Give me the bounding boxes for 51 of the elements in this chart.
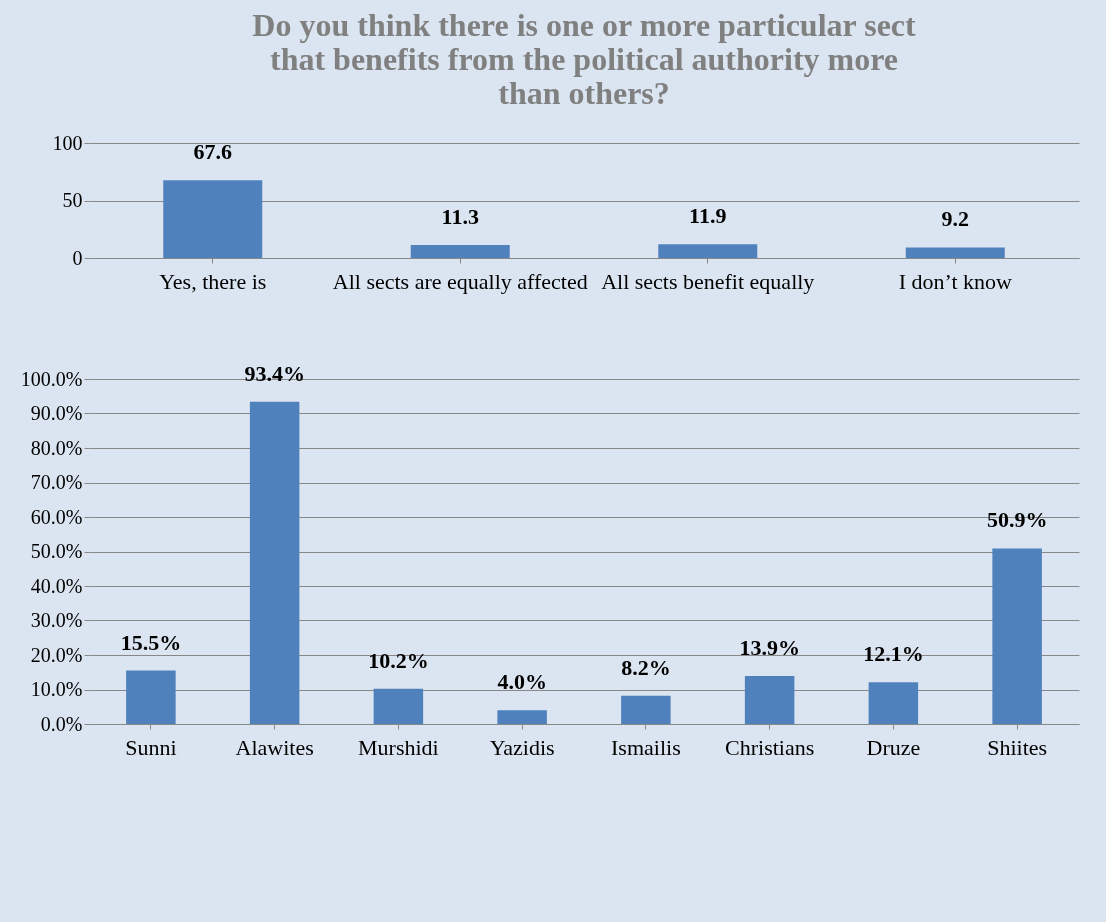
data-label: 10.2% xyxy=(368,647,429,673)
bar xyxy=(621,695,671,724)
data-label: 4.0% xyxy=(497,669,547,695)
x-tick-label: Yazidis xyxy=(489,734,555,760)
x-tick-label: Druze xyxy=(866,734,921,760)
bar xyxy=(373,688,424,724)
bar xyxy=(658,244,758,258)
data-label: 93.4% xyxy=(244,360,305,386)
x-tick-label: All sects are equally affected xyxy=(332,268,588,294)
bar xyxy=(905,247,1005,258)
x-tick-label: I don’t know xyxy=(898,268,1012,294)
y-tick-label: 90.0% xyxy=(30,402,83,424)
y-tick-label: 50 xyxy=(62,189,83,211)
bar xyxy=(163,180,263,258)
y-tick-label: 0 xyxy=(72,246,83,269)
bar xyxy=(744,676,795,724)
data-label: 13.9% xyxy=(739,635,800,661)
bar xyxy=(992,548,1042,724)
data-label: 11.9 xyxy=(689,203,727,229)
bar xyxy=(126,670,176,724)
y-tick-label: 10.0% xyxy=(30,678,83,700)
y-tick-label: 30.0% xyxy=(30,609,83,631)
y-tick-label: 100 xyxy=(52,131,83,154)
y-tick-label: 50.0% xyxy=(30,540,83,562)
x-tick-label: Shiites xyxy=(987,734,1048,760)
data-label: 11.3 xyxy=(441,204,479,230)
y-tick-label: 0.0% xyxy=(40,712,83,735)
chart-title: Do you think there is one or more particular sect that benefits from the political authority more than others? xyxy=(252,7,917,111)
x-tick-label: Christians xyxy=(725,734,815,760)
y-tick-label: 100.0% xyxy=(20,367,83,390)
bar xyxy=(868,682,919,724)
data-label: 67.6 xyxy=(193,139,232,165)
data-label: 12.1% xyxy=(863,641,924,667)
x-tick-label: All sects benefit equally xyxy=(601,268,815,294)
y-tick-label: 40.0% xyxy=(30,574,83,597)
x-tick-label: Sunni xyxy=(125,734,177,760)
y-tick-label: 80.0% xyxy=(30,436,83,459)
y-tick-label: 20.0% xyxy=(30,643,83,666)
x-tick-label: Murshidi xyxy=(358,734,439,760)
data-label: 50.9% xyxy=(986,507,1048,533)
x-tick-label: Alawites xyxy=(235,734,314,760)
data-label: 9.2 xyxy=(941,206,969,232)
data-label: 15.5% xyxy=(120,629,182,655)
bar xyxy=(497,710,547,724)
y-tick-label: 70.0% xyxy=(30,471,83,493)
bar xyxy=(410,245,510,258)
x-tick-label: Yes, there is xyxy=(159,268,267,294)
data-label: 8.2% xyxy=(621,654,671,680)
x-tick-label: Ismailis xyxy=(611,734,681,760)
y-tick-label: 60.0% xyxy=(30,505,83,528)
bar xyxy=(249,401,300,724)
